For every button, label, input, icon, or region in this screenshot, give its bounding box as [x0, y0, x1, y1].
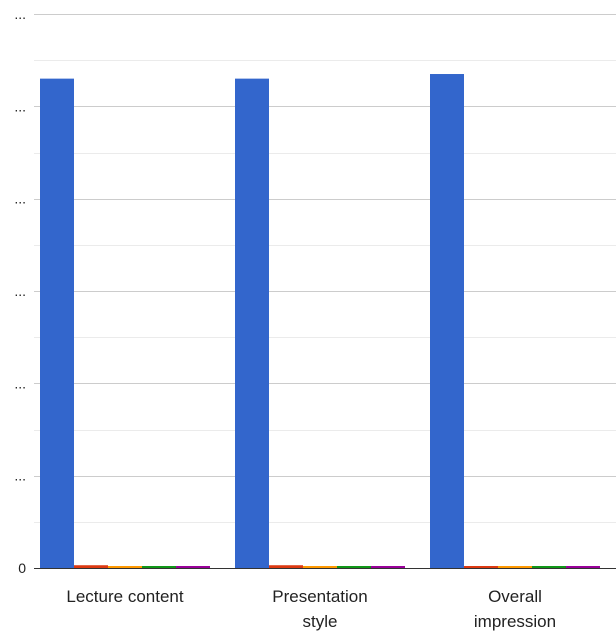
x-tick-label: Lecture content: [66, 587, 183, 606]
bar-1-series-1: [40, 78, 74, 568]
bar-baseline-3-series-2: [464, 566, 498, 568]
y-tick-label: 0: [18, 560, 26, 576]
bar-2-series-1: [235, 78, 269, 568]
y-tick-label: ...: [14, 191, 26, 207]
x-tick-label-line: Lecture content: [66, 587, 183, 606]
y-tick-label: ...: [14, 375, 26, 391]
axes: 0.................. Lecture content Presen…: [14, 6, 616, 631]
y-tick-label: ...: [14, 283, 26, 299]
bar-baseline-2-series-5: [371, 566, 405, 568]
bar-baseline-1-series-2: [74, 566, 108, 568]
bar-3-series-1: [430, 74, 464, 569]
x-tick-label: Overall impression: [474, 587, 556, 631]
y-tick-label: ...: [14, 468, 26, 484]
bar-baseline-2-series-3: [303, 566, 337, 568]
bars: [40, 74, 600, 569]
x-tick-label-line: Overall: [488, 587, 542, 606]
y-tick-label: ...: [14, 98, 26, 114]
bar-baseline-1-series-5: [176, 566, 210, 568]
x-tick-label-line: Presentation: [272, 587, 367, 606]
y-tick-label: ...: [14, 6, 26, 22]
gridlines: [34, 14, 616, 523]
bar-baseline-1-series-4: [142, 566, 176, 568]
bar-baseline-2-series-2: [269, 566, 303, 568]
bar-baseline-3-series-5: [566, 566, 600, 568]
x-tick-label-line: impression: [474, 612, 556, 631]
bar-baseline-3-series-3: [498, 566, 532, 568]
bar-baseline-3-series-4: [532, 566, 566, 568]
bar-baseline-1-series-3: [108, 566, 142, 568]
bar-baseline-2-series-4: [337, 566, 371, 568]
x-tick-label-line: style: [303, 612, 338, 631]
x-tick-label: Presentation style: [272, 587, 367, 631]
